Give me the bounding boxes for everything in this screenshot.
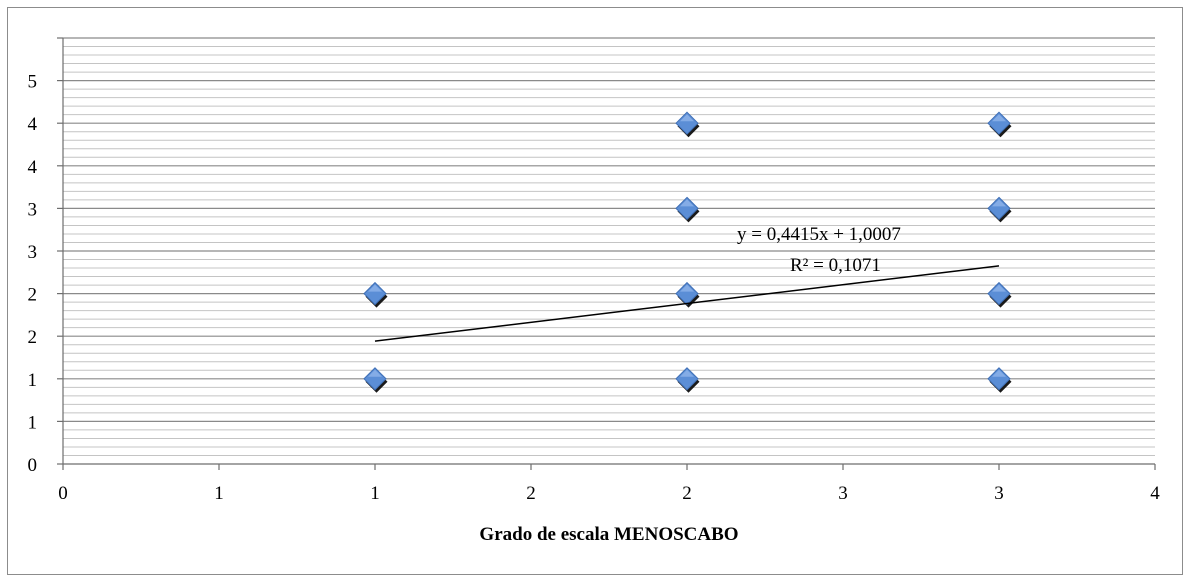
y-tick-label: 3 — [28, 242, 38, 263]
data-point-highlight — [992, 199, 1006, 207]
data-point — [987, 111, 1011, 135]
x-tick-label: 1 — [214, 483, 224, 504]
x-tick-labels: 0 1 1 2 2 3 3 4 — [58, 464, 1160, 504]
data-point — [987, 196, 1011, 221]
data-point-highlight — [680, 199, 694, 207]
trendline — [374, 265, 1000, 342]
y-tick-label: 2 — [28, 285, 38, 306]
x-tick-label: 3 — [994, 483, 1004, 504]
minor-gridlines — [63, 46, 1155, 456]
x-tick-label: 2 — [526, 483, 536, 504]
y-tick-label: 3 — [28, 199, 38, 220]
y-tick-label: 1 — [28, 370, 38, 391]
chart-frame — [7, 7, 1183, 575]
data-point — [675, 111, 699, 135]
data-point-highlight — [680, 369, 694, 377]
data-point-highlight — [680, 114, 694, 122]
trendline-equation: y = 0,4415x + 1,0007 — [737, 224, 901, 245]
trendline-r-squared: R² = 0,1071 — [790, 255, 881, 276]
data-point — [675, 281, 699, 306]
x-tick-label: 3 — [838, 483, 848, 504]
data-point-highlight — [992, 114, 1006, 122]
data-point-highlight — [992, 284, 1006, 292]
y-tick-label: 5 — [28, 72, 38, 93]
data-point-highlight — [680, 284, 694, 292]
y-tick-labels: 0 1 1 2 2 3 3 4 4 5 — [28, 37, 63, 476]
major-gridlines — [63, 37, 1155, 422]
x-tick-label: 1 — [370, 483, 380, 504]
x-axis-title: Grado de escala MENOSCABO — [479, 524, 738, 545]
y-tick-label: 0 — [28, 455, 38, 476]
data-points — [363, 111, 1012, 393]
data-point — [675, 367, 699, 391]
y-tick-label: 2 — [28, 327, 38, 348]
data-point-highlight — [992, 369, 1006, 377]
data-point — [987, 367, 1011, 391]
y-tick-label: 1 — [28, 412, 38, 433]
data-point-highlight — [368, 369, 382, 377]
x-tick-label: 4 — [1150, 483, 1160, 504]
trendline-group — [374, 265, 1000, 342]
y-tick-label: 4 — [28, 114, 38, 135]
y-tick-label: 4 — [28, 157, 38, 178]
x-tick-label: 2 — [682, 483, 692, 504]
data-point — [987, 281, 1011, 306]
data-point — [363, 281, 387, 306]
data-point — [675, 196, 699, 221]
data-point — [363, 367, 387, 391]
x-tick-label: 0 — [58, 483, 68, 504]
data-point-highlight — [368, 284, 382, 292]
